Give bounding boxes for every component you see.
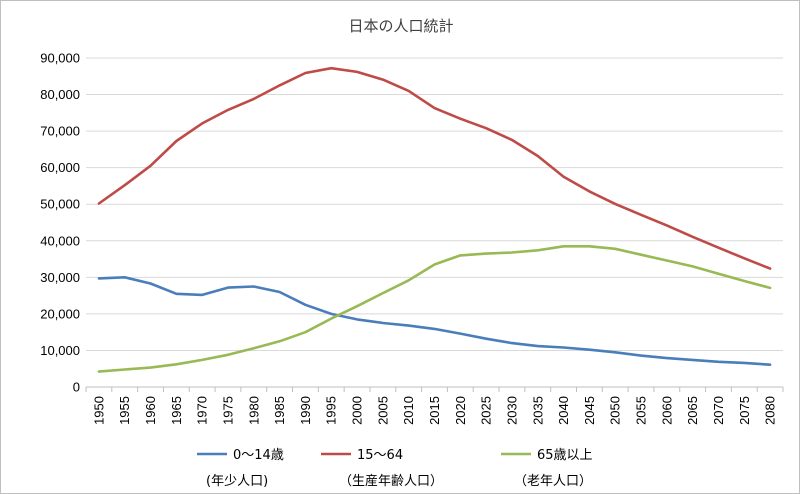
y-tick-label: 10,000 <box>40 343 80 358</box>
legend-label: 0～14歳 <box>233 448 284 463</box>
x-tick-label: 2070 <box>711 396 726 425</box>
x-tick-label: 1990 <box>298 396 313 425</box>
y-tick-label: 40,000 <box>40 233 80 248</box>
x-tick-label: 1960 <box>143 396 158 425</box>
x-tick-label: 1970 <box>195 396 210 425</box>
series-line-1 <box>97 275 772 367</box>
y-tick-label: 0 <box>73 380 80 395</box>
gridlines <box>86 57 783 388</box>
x-tick-label: 2050 <box>608 396 623 425</box>
x-tick-label: 1950 <box>91 396 106 425</box>
x-tick-label: 2075 <box>737 396 752 425</box>
x-tick-label: 1965 <box>169 396 184 425</box>
x-tick-label: 2045 <box>582 396 597 425</box>
x-tick-label: 2015 <box>427 396 442 425</box>
x-tick-label: 2040 <box>556 396 571 425</box>
y-tick-label: 70,000 <box>40 124 80 139</box>
x-tick-label: 2020 <box>453 396 468 425</box>
x-tick-label: 2025 <box>479 396 494 425</box>
y-tick-label: 60,000 <box>40 160 80 175</box>
y-tick-label: 90,000 <box>40 51 80 66</box>
x-tick-label: 2080 <box>763 396 778 425</box>
x-tick-label: 2030 <box>504 396 519 425</box>
x-axis: 1950 1955 1960 1965 1970 1975 1980 1985 1990 1995… <box>85 387 784 425</box>
legend-sublabel: （生産年齢人口） <box>339 473 443 489</box>
x-tick-label: 1995 <box>324 396 339 425</box>
x-tick-label: 2055 <box>634 396 649 425</box>
x-tick-label: 2010 <box>401 396 416 425</box>
chart-title: 日本の人口統計 <box>348 17 453 35</box>
x-tick-label: 1975 <box>220 396 235 425</box>
x-tick-label: 1985 <box>272 396 287 425</box>
x-tick-label: 2035 <box>530 396 545 425</box>
x-tick-label: 2065 <box>685 396 700 425</box>
x-tick-label: 2005 <box>375 396 390 425</box>
x-tick-label: 2060 <box>659 396 674 425</box>
series-line-2 <box>97 66 772 270</box>
legend-label: 65歳以上 <box>537 448 593 463</box>
y-tick-label: 30,000 <box>40 270 80 285</box>
y-tick-label: 50,000 <box>40 197 80 212</box>
y-axis: 0 10,000 20,000 30,000 40,000 50,000 60,000 70,… <box>40 51 80 395</box>
x-tick-label: 1955 <box>117 396 132 425</box>
legend-label: 15～64 <box>357 448 403 463</box>
series-lines <box>97 66 772 373</box>
legend: 0～14歳 (年少人口) 15～64 （生産年齢人口） 65歳以上 （老年人口） <box>197 448 593 489</box>
x-tick-label: 2000 <box>350 396 365 425</box>
y-tick-label: 80,000 <box>40 87 80 102</box>
series-line-3 <box>97 245 772 373</box>
y-tick-label: 20,000 <box>40 306 80 321</box>
legend-sublabel: (年少人口) <box>206 474 268 489</box>
legend-sublabel: （老年人口） <box>514 474 592 489</box>
x-tick-label: 1980 <box>246 396 261 425</box>
